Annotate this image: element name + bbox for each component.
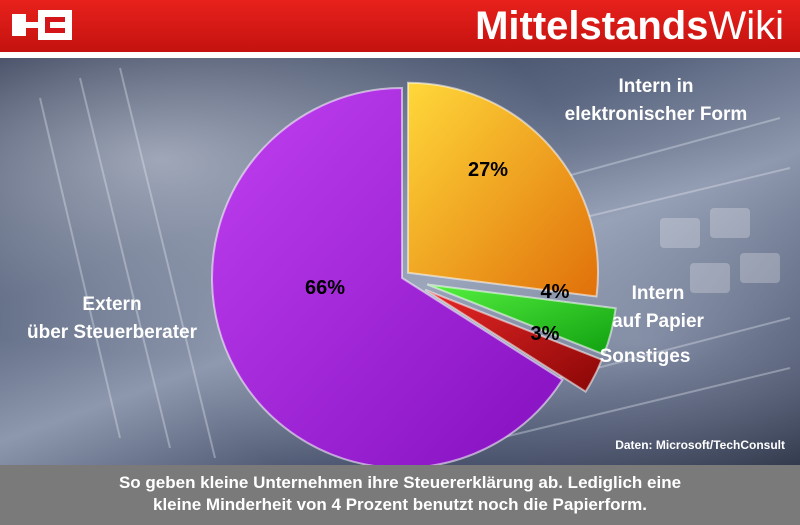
slice-label-sonstiges: Sonstiges: [600, 346, 691, 367]
brand-title: MittelstandsWiki: [475, 2, 784, 50]
header-divider: [0, 52, 800, 58]
pie-slice-intern-papier: [426, 283, 617, 356]
slice-label-line: Intern: [632, 283, 685, 304]
slice-label-intern-papier: Intern auf Papier: [612, 283, 704, 332]
brand-title-part2: Wiki: [708, 4, 784, 48]
slice-label-line: Intern in: [619, 76, 694, 97]
slice-label-line: elektronischer Form: [565, 104, 748, 125]
mittelstandswiki-logo-icon: [12, 10, 72, 40]
pie-slice-extern: [211, 86, 564, 465]
pie-chart: 27% Intern in elektronischer Form 4% Intern a…: [27, 76, 785, 465]
pie-slice-intern-elektronisch: [407, 81, 599, 298]
slice-value-sonstiges: 3%: [531, 323, 560, 345]
slice-label-intern-elektronisch: Intern in elektronischer Form: [565, 76, 748, 125]
slice-label-line: auf Papier: [612, 311, 704, 332]
slice-value-intern-papier: 4%: [541, 281, 570, 303]
slice-value-extern: 66%: [305, 277, 345, 299]
slice-label-line: Extern: [82, 294, 141, 315]
source-note: Daten: Microsoft/TechConsult: [615, 438, 785, 452]
brand-title-part1: Mittelstands: [475, 4, 709, 48]
slice-label-extern: Extern über Steuerberater: [27, 294, 198, 343]
header-bar: MittelstandsWiki: [0, 0, 800, 52]
caption-line-2: kleine Minderheit von 4 Prozent benutzt …: [152, 495, 647, 514]
slice-value-intern-elektronisch: 27%: [468, 159, 508, 181]
pie-slice-sonstiges: [424, 288, 604, 393]
slice-label-line: über Steuerberater: [27, 322, 198, 343]
caption-line-1: So geben kleine Unternehmen ihre Steuere…: [118, 473, 682, 492]
slice-label-line: Sonstiges: [600, 346, 691, 367]
caption: So geben kleine Unternehmen ihre Steuere…: [0, 465, 800, 525]
